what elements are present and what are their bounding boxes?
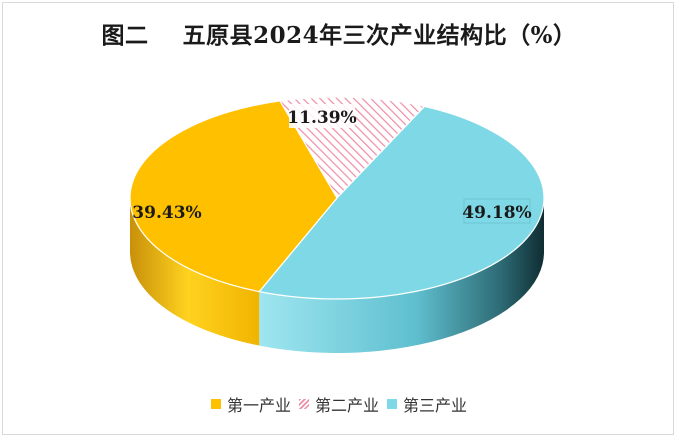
chart-title: 图二 五原县2024年三次产业结构比（%） bbox=[101, 22, 577, 49]
pie-top bbox=[129, 96, 545, 300]
legend: 第一产业 第二产业 第三产业 bbox=[0, 392, 678, 416]
legend-swatch-tertiary bbox=[387, 399, 397, 409]
legend-item-secondary: 第二产业 bbox=[298, 392, 379, 416]
legend-item-primary: 第一产业 bbox=[210, 392, 291, 416]
legend-label-primary: 第一产业 bbox=[226, 396, 291, 415]
slice-secondary-label-box bbox=[289, 104, 355, 128]
pie-labels: 39.43% 11.39% 49.18% bbox=[132, 104, 532, 224]
slice-tertiary-label-box bbox=[463, 198, 531, 224]
legend-swatch-primary bbox=[210, 399, 221, 409]
legend-label-secondary: 第二产业 bbox=[314, 396, 379, 415]
slice-tertiary bbox=[258, 105, 545, 300]
legend-label-tertiary: 第三产业 bbox=[403, 396, 468, 415]
legend-swatch-secondary bbox=[298, 399, 309, 409]
slice-tertiary-label: 49.18% bbox=[462, 203, 531, 223]
slice-primary bbox=[129, 100, 338, 293]
slice-tertiary-side bbox=[259, 198, 544, 354]
slice-primary-label: 39.43% bbox=[132, 203, 201, 223]
slice-secondary-label: 11.39% bbox=[287, 108, 356, 128]
legend-item-tertiary: 第三产业 bbox=[387, 392, 467, 416]
